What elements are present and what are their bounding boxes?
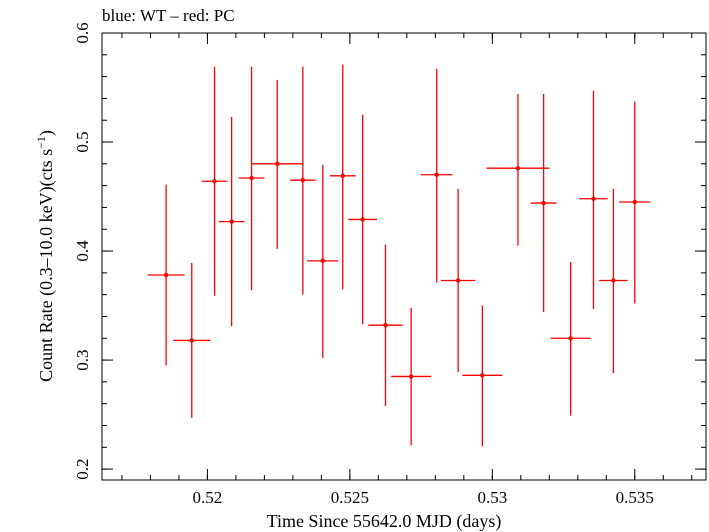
data-marker [591, 196, 596, 201]
data-marker [568, 336, 573, 341]
data-point [201, 66, 228, 296]
x-tick-label: 0.52 [193, 488, 223, 507]
y-tick-label: 0.6 [73, 22, 92, 43]
y-tick-labels: 0.2 0.3 0.4 0.5 0.6 [73, 22, 92, 479]
data-point [421, 68, 453, 283]
data-marker [408, 374, 414, 379]
x-axis-label: Time Since 55642.0 MJD (days) [267, 511, 502, 532]
data-marker [212, 179, 217, 184]
y-tick-label: 0.3 [73, 349, 92, 370]
chart-title: blue: WT – red: PC [102, 6, 235, 25]
data-point [599, 188, 628, 374]
data-marker [189, 338, 194, 343]
data-point [441, 188, 476, 373]
data-marker [275, 161, 280, 167]
y-axis-label-close: ) [36, 130, 57, 136]
data-marker [434, 172, 439, 177]
data-marker [515, 165, 521, 171]
data-point [290, 66, 316, 295]
data-marker [163, 272, 169, 278]
data-point [462, 305, 503, 447]
data-point [307, 164, 339, 358]
y-tick-label: 0.4 [73, 240, 92, 262]
data-point [147, 184, 185, 366]
y-tick-label: 0.5 [73, 131, 92, 152]
plot-frame [101, 32, 707, 481]
data-marker [249, 175, 254, 181]
data-point [348, 114, 377, 325]
data-marker [541, 200, 546, 206]
data-point [391, 307, 432, 446]
x-tick-label: 0.535 [616, 488, 654, 507]
data-point [218, 116, 245, 327]
data-point [251, 79, 303, 249]
x-tick-label: 0.525 [331, 488, 369, 507]
y-axis-label: Count Rate (0.3–10.0 keV)(cts s−1) [34, 130, 57, 382]
data-point [619, 101, 651, 304]
data-point [550, 261, 591, 416]
x-tick-labels: 0.52 0.525 0.53 0.535 [193, 488, 654, 507]
data-points [147, 64, 651, 447]
data-marker [229, 219, 234, 224]
x-tick-label: 0.53 [477, 488, 507, 507]
data-marker [300, 177, 306, 183]
axis-ticks [102, 32, 706, 480]
y-tick-label: 0.2 [73, 458, 92, 479]
data-point [579, 90, 608, 309]
data-point [368, 244, 403, 406]
data-point [173, 263, 211, 418]
data-point [486, 94, 550, 246]
y-axis-label-superscript: −1 [34, 136, 48, 149]
data-point [530, 94, 557, 313]
data-marker [383, 322, 388, 328]
data-marker [632, 199, 637, 205]
data-marker [480, 373, 485, 378]
data-marker [611, 278, 616, 283]
data-marker [320, 258, 326, 264]
data-marker [360, 217, 365, 222]
data-marker [455, 278, 461, 283]
data-marker [340, 173, 345, 179]
y-axis-label-main: Count Rate (0.3–10.0 keV)(cts s [36, 149, 57, 382]
data-point [238, 66, 265, 291]
data-point [329, 64, 356, 290]
